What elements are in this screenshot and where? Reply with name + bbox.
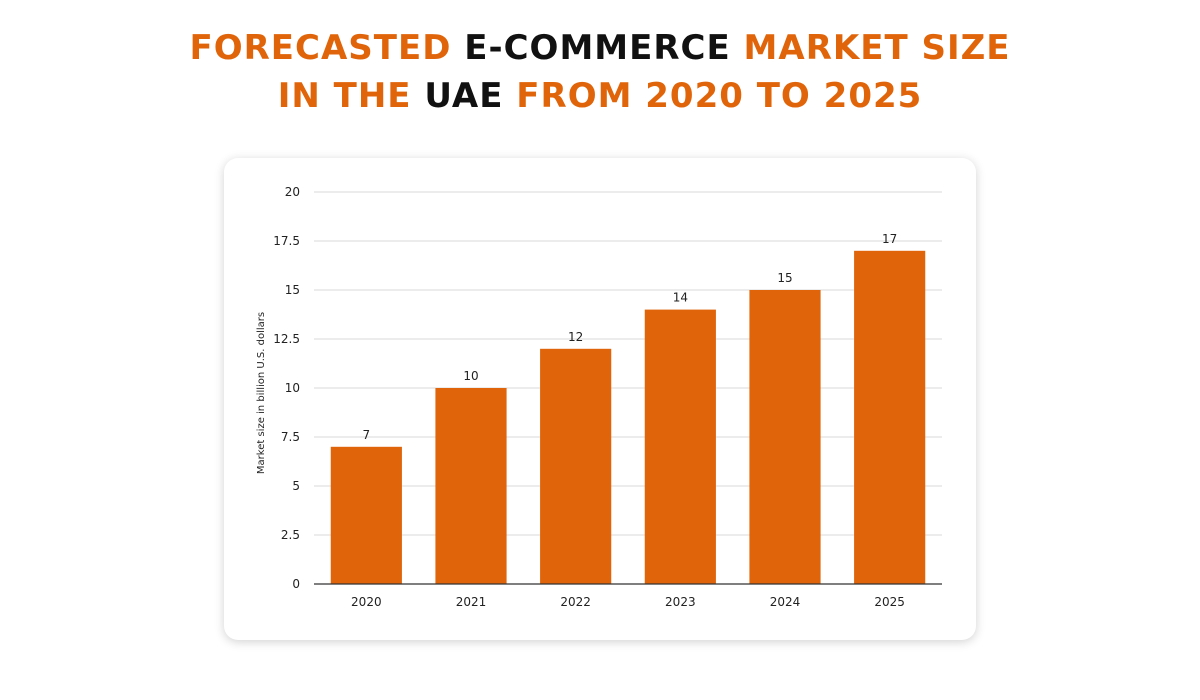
x-tick-label: 2021: [456, 595, 487, 609]
y-tick-label: 15: [285, 283, 300, 297]
title-segment: FORECASTED: [189, 28, 465, 68]
bar-2020: [330, 446, 402, 584]
data-label-2021: 10: [463, 369, 478, 383]
data-label-2020: 7: [363, 428, 371, 442]
bar-2024: [749, 290, 821, 584]
x-tick-label: 2024: [770, 595, 801, 609]
data-label-2024: 15: [777, 271, 792, 285]
x-tick-label: 2025: [874, 595, 905, 609]
y-tick-label: 2.5: [281, 528, 300, 542]
title-segment: MARKET SIZE: [730, 28, 1011, 68]
data-labels: 7 10 12 14 15 17: [363, 232, 898, 442]
gridlines: [314, 191, 942, 536]
y-axis-title: Market size in billion U.S. dollars: [256, 312, 267, 474]
y-axis-ticks: 0 2.5 5 7.5 10 12.5 15 17.5 20: [273, 185, 300, 591]
x-tick-label: 2020: [351, 595, 382, 609]
title-line-2: IN THE UAE FROM 2020 TO 2025: [0, 72, 1200, 120]
bar-2023: [644, 309, 716, 584]
bars: [330, 250, 926, 585]
chart-title: FORECASTED E-COMMERCE MARKET SIZE IN THE…: [0, 24, 1200, 120]
bar-2025: [854, 250, 926, 585]
data-label-2022: 12: [568, 330, 583, 344]
x-axis-ticks: 2020 2021 2022 2023 2024 2025: [351, 595, 905, 609]
y-tick-label: 5: [292, 479, 300, 493]
x-tick-label: 2023: [665, 595, 696, 609]
y-tick-label: 12.5: [273, 332, 300, 346]
chart-card: 0 2.5 5 7.5 10 12.5 15 17.5 20 7 10 12 14 15 17 2020 2…: [224, 158, 976, 640]
title-segment-highlight: E-COMMERCE: [464, 28, 731, 68]
y-tick-label: 17.5: [273, 234, 300, 248]
data-label-2023: 14: [673, 291, 688, 305]
title-line-1: FORECASTED E-COMMERCE MARKET SIZE: [0, 24, 1200, 72]
y-tick-label: 20: [285, 185, 300, 199]
x-tick-label: 2022: [560, 595, 591, 609]
data-label-2025: 17: [882, 232, 897, 246]
y-tick-label: 7.5: [281, 430, 300, 444]
bar-2022: [540, 348, 612, 584]
title-segment: FROM 2020 TO 2025: [503, 76, 923, 116]
title-segment-highlight: UAE: [424, 76, 504, 116]
y-tick-label: 10: [285, 381, 300, 395]
y-tick-label: 0: [292, 577, 300, 591]
title-segment: IN THE: [277, 76, 425, 116]
bar-2021: [435, 388, 507, 584]
